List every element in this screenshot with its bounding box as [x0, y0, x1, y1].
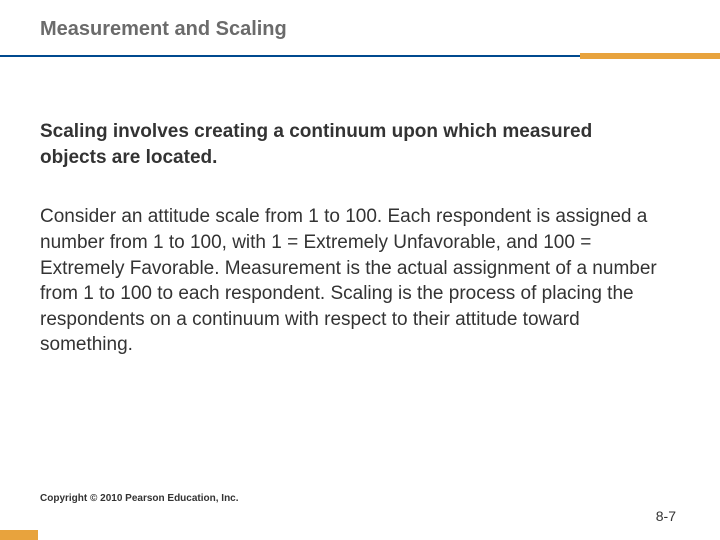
footer-accent-bar: [0, 530, 38, 540]
slide-title: Measurement and Scaling: [40, 18, 680, 41]
page-number: 8-7: [656, 508, 676, 524]
body-paragraph: Consider an attitude scale from 1 to 100…: [40, 204, 680, 358]
copyright-text: Copyright © 2010 Pearson Education, Inc.: [40, 493, 239, 504]
lead-paragraph: Scaling involves creating a continuum up…: [40, 119, 680, 170]
rule-accent: [580, 53, 720, 59]
title-rule: [40, 55, 680, 61]
slide-container: Measurement and Scaling Scaling involves…: [0, 0, 720, 540]
